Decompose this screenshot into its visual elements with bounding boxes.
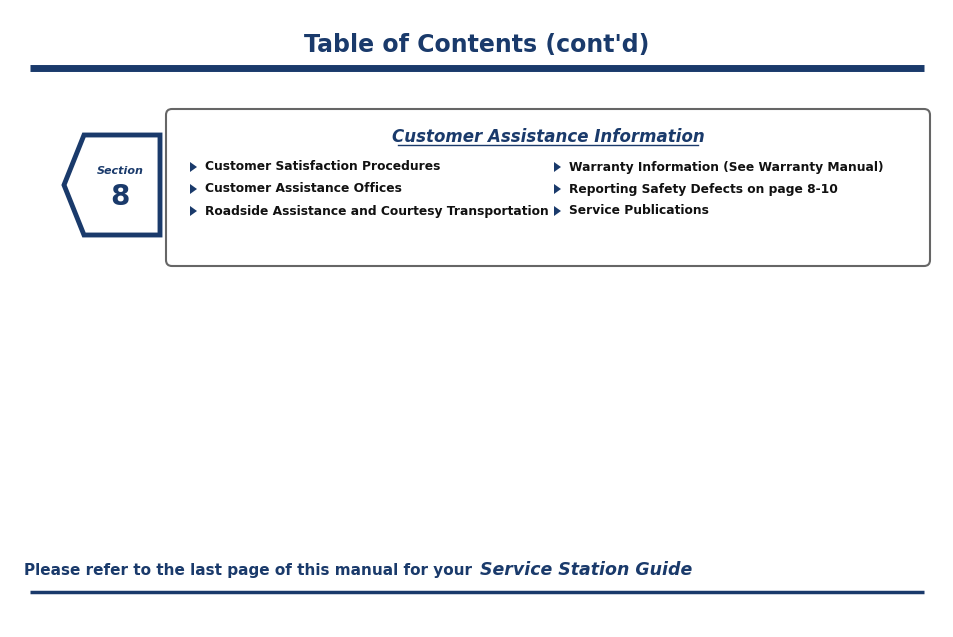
Text: Section: Section bbox=[96, 166, 143, 176]
Text: Please refer to the last page of this manual for your: Please refer to the last page of this ma… bbox=[24, 562, 476, 578]
Text: Customer Assistance Information: Customer Assistance Information bbox=[392, 128, 703, 146]
Text: Service Publications: Service Publications bbox=[568, 204, 708, 217]
Text: Customer Satisfaction Procedures: Customer Satisfaction Procedures bbox=[205, 161, 440, 173]
Polygon shape bbox=[190, 162, 196, 172]
FancyBboxPatch shape bbox=[166, 109, 929, 266]
Polygon shape bbox=[554, 162, 560, 172]
Polygon shape bbox=[190, 206, 196, 216]
Text: Customer Assistance Offices: Customer Assistance Offices bbox=[205, 182, 401, 196]
Text: 8: 8 bbox=[111, 183, 130, 211]
Polygon shape bbox=[554, 184, 560, 194]
Text: Warranty Information (See Warranty Manual): Warranty Information (See Warranty Manua… bbox=[568, 161, 882, 173]
Polygon shape bbox=[554, 206, 560, 216]
Polygon shape bbox=[64, 135, 160, 235]
Text: Reporting Safety Defects on page 8-10: Reporting Safety Defects on page 8-10 bbox=[568, 182, 837, 196]
Text: Service Station Guide: Service Station Guide bbox=[479, 561, 692, 579]
Text: Roadside Assistance and Courtesy Transportation: Roadside Assistance and Courtesy Transpo… bbox=[205, 204, 548, 217]
Text: Table of Contents (cont'd): Table of Contents (cont'd) bbox=[304, 33, 649, 57]
Polygon shape bbox=[190, 184, 196, 194]
